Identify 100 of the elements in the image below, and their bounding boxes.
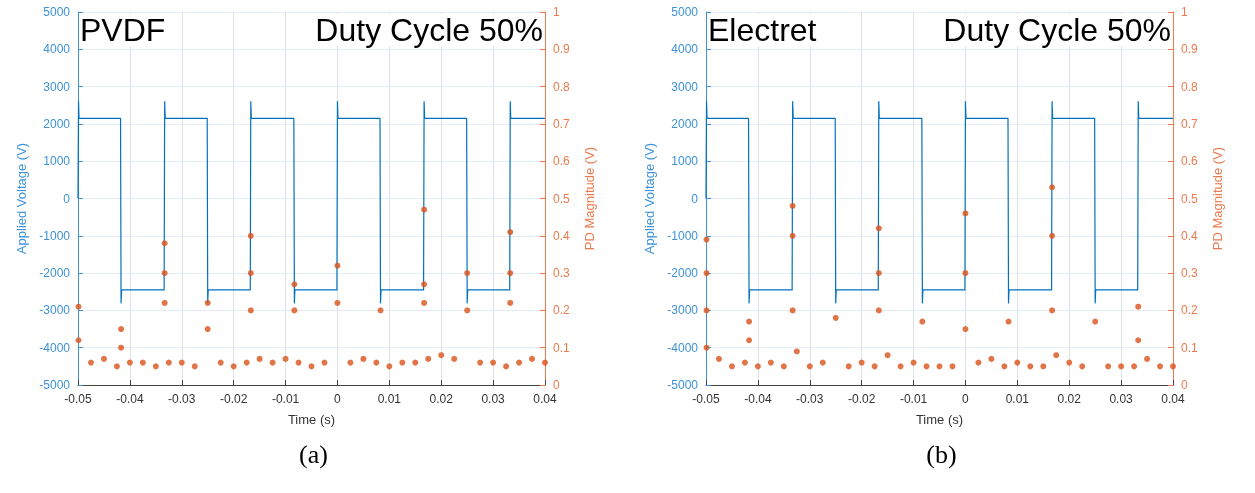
point <box>152 363 159 370</box>
y-tick-label: -4000 <box>39 340 71 355</box>
point <box>399 359 406 366</box>
point <box>806 363 813 370</box>
point <box>161 240 168 247</box>
y2-tick-label: 0.7 <box>553 116 571 131</box>
point <box>113 363 120 370</box>
point <box>754 363 761 370</box>
y2-tick-label: 0.4 <box>1181 228 1199 243</box>
y-tick-label: -5000 <box>39 378 71 392</box>
point <box>516 359 523 366</box>
point <box>507 229 514 236</box>
x-tick-label: -0.02 <box>219 392 248 406</box>
y2-tick-label: 0.8 <box>553 79 571 94</box>
point <box>347 359 354 366</box>
point <box>1049 184 1056 191</box>
point <box>334 262 341 269</box>
x-tick-label: 0.01 <box>1005 392 1030 406</box>
point <box>118 344 125 351</box>
point <box>910 359 917 366</box>
y-tick-label: 0 <box>691 191 699 206</box>
point <box>100 355 107 362</box>
point <box>256 355 263 362</box>
point <box>421 206 428 213</box>
point <box>845 363 852 370</box>
x-tick-label: 0 <box>334 392 342 406</box>
point <box>503 363 510 370</box>
y2-tick-label: 0.4 <box>553 228 571 243</box>
y-axis-title: Applied Voltage (V) <box>642 142 658 255</box>
y-tick-label: 2000 <box>671 116 699 131</box>
y2-tick-label: 0.5 <box>553 191 571 206</box>
point <box>1079 363 1086 370</box>
point <box>178 359 185 366</box>
point <box>962 326 969 333</box>
point <box>897 363 904 370</box>
point <box>321 359 328 366</box>
y2-tick-label: 0.1 <box>1181 340 1199 355</box>
point <box>421 281 428 288</box>
point <box>1157 363 1164 370</box>
y2-axis-title: PD Magnitude (V) <box>1210 146 1225 251</box>
x-tick-label: 0.02 <box>1057 392 1082 406</box>
point <box>542 359 548 366</box>
y-tick-label: 3000 <box>671 79 699 94</box>
point <box>373 359 380 366</box>
point <box>832 314 839 321</box>
y-tick-label: 1000 <box>43 154 71 169</box>
y2-tick-label: 0.8 <box>1181 79 1199 94</box>
point <box>421 299 428 306</box>
x-tick-label: -0.01 <box>271 392 300 406</box>
x-tick-label: 0.04 <box>533 392 557 406</box>
point <box>819 359 826 366</box>
annotation: PVDF <box>80 12 166 48</box>
point <box>746 318 753 325</box>
point <box>243 359 250 366</box>
point <box>438 352 445 359</box>
x-tick-label: 0.03 <box>481 392 506 406</box>
point <box>282 355 289 362</box>
point <box>1049 232 1056 239</box>
point <box>1170 363 1176 370</box>
y-tick-label: -1000 <box>667 228 699 243</box>
point <box>464 270 471 277</box>
annotation: Duty Cycle 50% <box>315 12 543 48</box>
x-tick-label: -0.02 <box>847 392 876 406</box>
point <box>247 307 254 314</box>
point <box>1040 363 1047 370</box>
point <box>204 326 211 333</box>
annotation: Duty Cycle 50% <box>943 12 1171 48</box>
point <box>728 363 735 370</box>
point <box>412 359 419 366</box>
y-tick-label: -2000 <box>667 266 699 281</box>
point <box>975 359 982 366</box>
point <box>386 363 393 370</box>
x-tick-label: 0.02 <box>429 392 454 406</box>
point <box>204 299 211 306</box>
point <box>247 270 254 277</box>
point <box>1092 318 1099 325</box>
y2-tick-label: 1 <box>1181 5 1188 19</box>
point <box>858 359 865 366</box>
x-tick-label: -0.05 <box>64 392 92 406</box>
y2-tick-label: 0.9 <box>553 42 571 57</box>
point <box>1118 363 1125 370</box>
point <box>767 359 774 366</box>
point <box>789 202 796 209</box>
point <box>139 359 146 366</box>
y2-tick-label: 0.3 <box>1181 266 1199 281</box>
x-tick-label: 0 <box>962 392 970 406</box>
point <box>507 270 514 277</box>
point <box>87 359 94 366</box>
point <box>884 352 891 359</box>
text: (b) <box>925 440 958 470</box>
point <box>1135 303 1142 310</box>
point <box>1105 363 1112 370</box>
point <box>161 270 168 277</box>
point <box>165 359 172 366</box>
point <box>780 363 787 370</box>
point <box>425 355 432 362</box>
point <box>464 307 471 314</box>
text: (a) <box>298 440 329 470</box>
point <box>75 337 82 344</box>
line-series <box>705 100 1174 304</box>
